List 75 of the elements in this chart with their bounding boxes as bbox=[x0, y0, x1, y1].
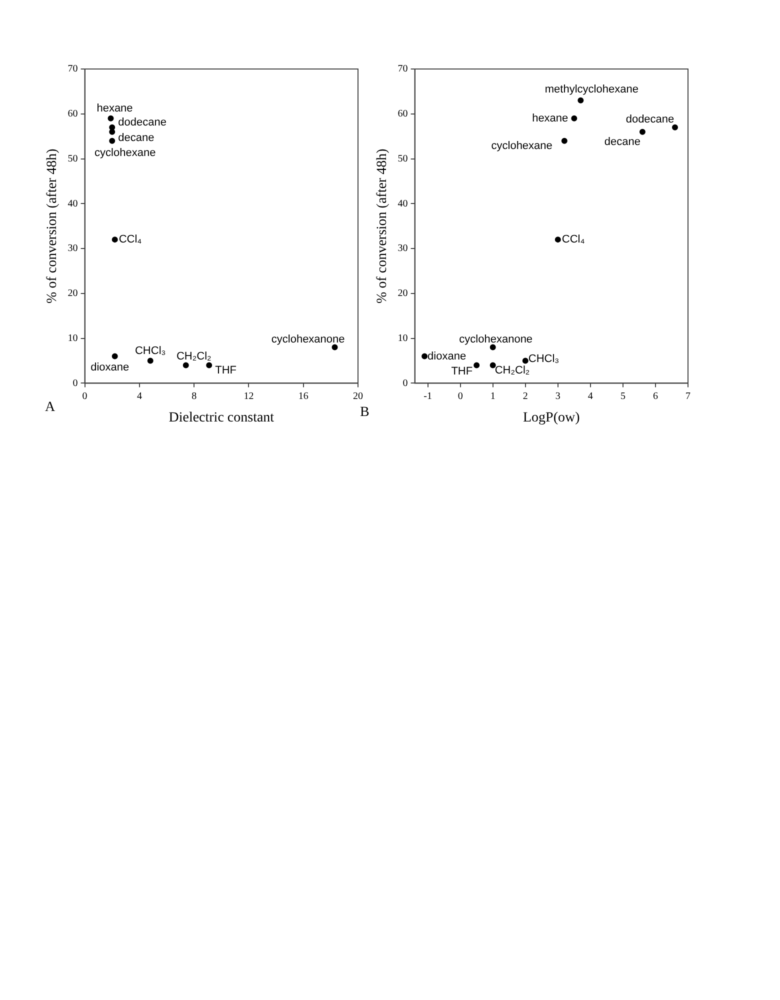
x-tick-label: 20 bbox=[353, 390, 363, 402]
point bbox=[561, 138, 568, 144]
data-label: cyclohexanone bbox=[459, 333, 533, 346]
data-label: cyclohexane bbox=[491, 140, 552, 152]
point bbox=[147, 358, 154, 364]
data-label: dioxane bbox=[428, 350, 466, 362]
y-tick-label: 30 bbox=[68, 243, 78, 254]
data-label: decane bbox=[118, 132, 154, 144]
data-label: CHCl₃ bbox=[528, 352, 560, 365]
x-tick-label: 0 bbox=[458, 390, 463, 402]
y-tick-label: 40 bbox=[68, 198, 78, 210]
x-tick-label: 6 bbox=[652, 390, 658, 402]
y-axis-title: % of conversion (after 48h) bbox=[45, 148, 60, 304]
point bbox=[672, 124, 678, 130]
data-label: hexane bbox=[532, 112, 568, 124]
point bbox=[571, 115, 578, 122]
x-tick-label: 4 bbox=[136, 390, 142, 402]
point bbox=[206, 362, 212, 368]
x-tick-label: 2 bbox=[522, 390, 528, 402]
data-label: CH₂Cl₂ bbox=[176, 350, 212, 362]
x-tick-label: 16 bbox=[298, 390, 308, 402]
data-label: CHCl₃ bbox=[134, 344, 166, 357]
point bbox=[182, 362, 189, 368]
text: B bbox=[360, 405, 370, 421]
y-tick-label: 10 bbox=[398, 332, 408, 344]
y-tick-label: 0 bbox=[72, 378, 78, 389]
y-tick-label: 60 bbox=[398, 108, 408, 120]
data-label: dodecane bbox=[626, 113, 674, 126]
y-tick-label: 40 bbox=[398, 198, 408, 210]
point bbox=[522, 358, 528, 364]
data-label: hexane bbox=[96, 102, 133, 114]
data-label: CH₂Cl₂ bbox=[494, 364, 530, 376]
point bbox=[490, 362, 496, 368]
data-label: THF bbox=[215, 364, 237, 376]
data-label: THF bbox=[451, 365, 473, 378]
y-tick-label: 70 bbox=[398, 64, 408, 75]
x-axis-title: LogP(ow) bbox=[523, 410, 580, 426]
data-label: CCl₄ bbox=[118, 234, 142, 246]
y-tick-label: 30 bbox=[398, 243, 408, 254]
y-tick-label: 10 bbox=[68, 332, 78, 344]
x-tick-label: 4 bbox=[588, 390, 593, 402]
point bbox=[474, 362, 480, 368]
point bbox=[422, 353, 428, 360]
x-tick-label: 8 bbox=[192, 390, 197, 402]
y-tick-label: 50 bbox=[68, 153, 78, 164]
data-label: dodecane bbox=[118, 116, 166, 128]
y-tick-label: 60 bbox=[68, 108, 78, 120]
point bbox=[112, 353, 118, 360]
y-axis-title: % of conversion (after 48h) bbox=[375, 148, 390, 304]
y-tick-label: 0 bbox=[402, 378, 408, 389]
data-label: dioxane bbox=[90, 361, 130, 374]
text: A bbox=[45, 400, 56, 416]
point bbox=[112, 236, 118, 243]
y-tick-label: 70 bbox=[68, 64, 78, 75]
x-tick-label: 7 bbox=[686, 390, 690, 402]
point bbox=[108, 115, 114, 122]
x-axis-title: Dielectric constant bbox=[168, 410, 274, 426]
data-label: cyclohexanone bbox=[271, 333, 345, 346]
data-label: CCl₄ bbox=[562, 234, 586, 246]
x-tick-label: -1 bbox=[424, 390, 432, 402]
y-tick-label: 50 bbox=[398, 153, 408, 164]
point bbox=[554, 236, 561, 243]
y-tick-label: 20 bbox=[68, 288, 78, 300]
point bbox=[639, 128, 646, 135]
y-tick-label: 20 bbox=[398, 288, 408, 300]
point bbox=[109, 138, 116, 144]
x-tick-label: 0 bbox=[82, 390, 88, 402]
data-label: methylcyclohexane bbox=[544, 83, 638, 96]
x-tick-label: 5 bbox=[620, 390, 626, 402]
x-tick-label: 3 bbox=[555, 390, 560, 402]
x-tick-label: 1 bbox=[490, 390, 496, 402]
x-tick-label: 12 bbox=[244, 390, 254, 402]
point bbox=[578, 97, 584, 104]
data-label: decane bbox=[604, 136, 641, 148]
data-label: cyclohexane bbox=[94, 146, 156, 159]
